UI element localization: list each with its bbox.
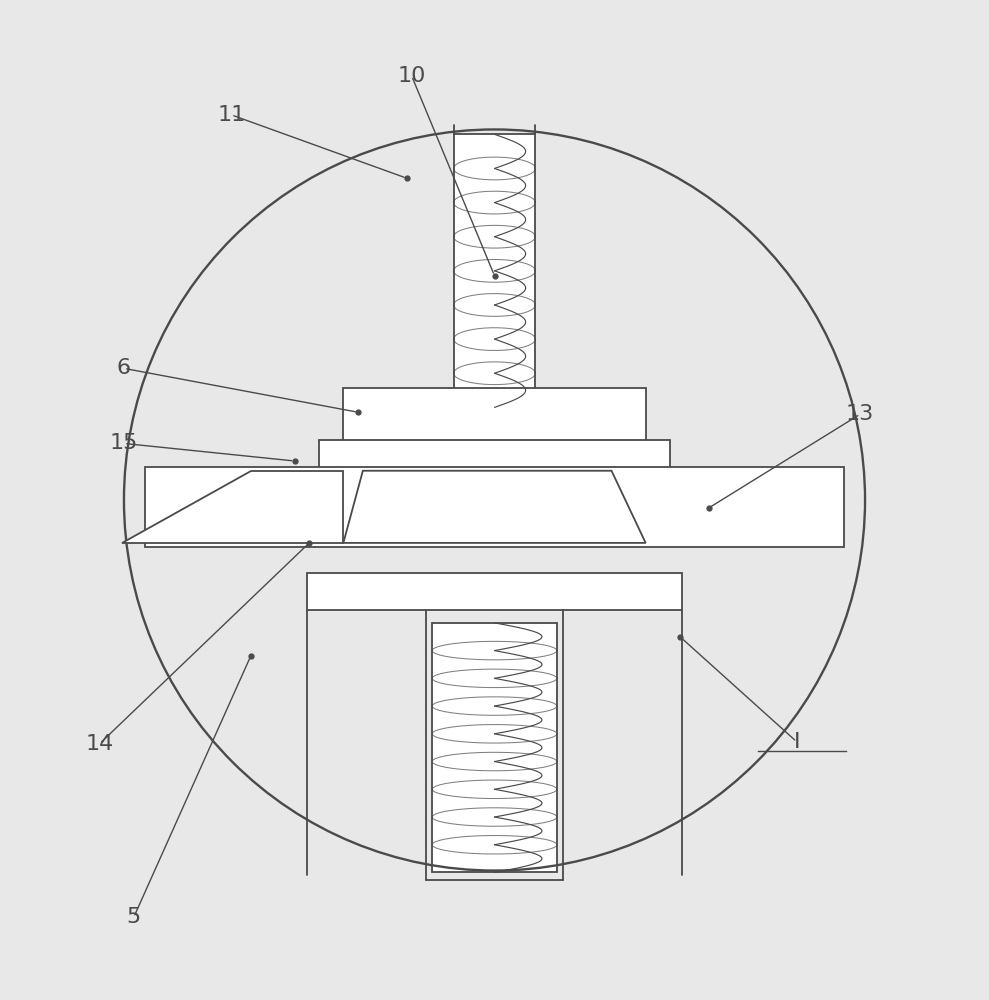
Bar [432, 623, 557, 872]
Bar [343, 388, 646, 441]
Text: 15: 15 [110, 433, 138, 453]
Text: 13: 13 [846, 404, 874, 424]
Bar [145, 467, 844, 547]
Text: 14: 14 [85, 734, 114, 754]
Bar [319, 440, 670, 474]
Polygon shape [122, 471, 343, 543]
Bar [454, 134, 535, 407]
Polygon shape [343, 471, 646, 543]
Bar [308, 573, 681, 610]
Text: 5: 5 [127, 907, 140, 927]
Text: 6: 6 [117, 358, 131, 378]
Text: 10: 10 [398, 66, 426, 86]
Text: 11: 11 [218, 105, 245, 125]
Text: I: I [793, 732, 800, 752]
